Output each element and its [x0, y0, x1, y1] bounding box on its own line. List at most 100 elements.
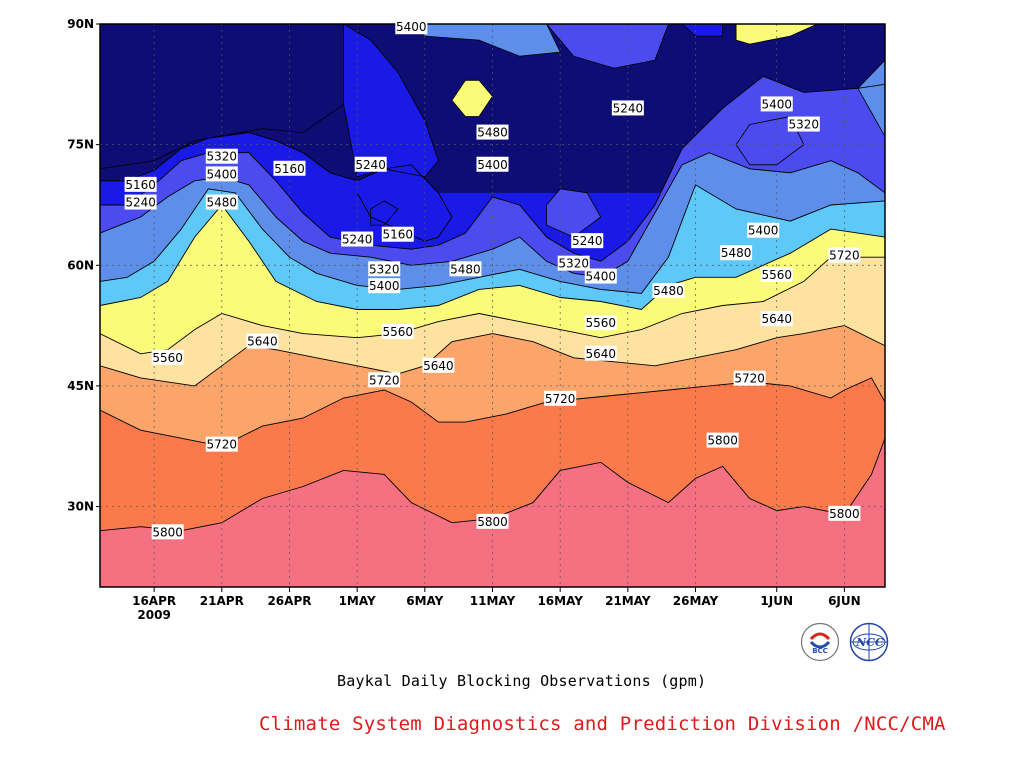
x-year-label: 2009: [137, 608, 170, 622]
contour-label-text: 5320: [207, 150, 238, 164]
x-tick-label: 21APR: [200, 594, 244, 608]
contour-label-bg: [368, 261, 401, 277]
contour-label: 5720: [368, 372, 401, 388]
contour-label-bg: [395, 19, 428, 35]
contour-label-text: 5320: [789, 118, 820, 132]
contour-label-bg: [476, 513, 509, 529]
contour-label: 5480: [449, 261, 482, 277]
x-tick-label: 16APR: [132, 594, 176, 608]
contour-label: 5800: [476, 513, 509, 529]
x-tick-label: 6MAY: [406, 594, 443, 608]
contour-label-bg: [381, 226, 414, 242]
contour-label-text: 5240: [355, 158, 386, 172]
contour-label: 5320: [205, 148, 238, 164]
x-axis: 16APR 21APR 26APR 1MAY 6MAY 11MAY 16MAY 21MAY 26…: [132, 587, 861, 622]
contour-label: 5480: [205, 194, 238, 210]
x-tick-label: 11MAY: [470, 594, 516, 608]
contour-label-text: 5240: [342, 233, 373, 247]
contour-label: 5320: [557, 255, 590, 271]
band-above-5800: [100, 438, 885, 587]
contour-label-text: 5480: [653, 284, 684, 298]
contour-label-bg: [476, 124, 509, 140]
contour-label-text: 5480: [477, 126, 508, 140]
contour-label-text: 5240: [572, 234, 603, 248]
credit-line: Climate System Diagnostics and Predictio…: [259, 713, 946, 735]
contour-label: 5400: [205, 166, 238, 182]
ncc-logo: NCC: [846, 622, 889, 662]
contour-label-bg: [368, 278, 401, 294]
contour-label: 5640: [246, 333, 279, 349]
contour-label: 5720: [544, 390, 577, 406]
contour-label: 5720: [828, 247, 861, 263]
contour-label: 5640: [760, 311, 793, 327]
region-patch: [681, 24, 723, 37]
contour-label: 5240: [571, 233, 604, 249]
contour-label-bg: [205, 166, 238, 182]
contour-line-5560: [100, 256, 885, 355]
contour-label: 5400: [476, 156, 509, 172]
contour-label-bg: [124, 194, 157, 210]
contour-label-text: 5400: [396, 20, 427, 34]
contour-lines: [100, 75, 885, 532]
contour-label-text: 5400: [477, 158, 508, 172]
contour-label: 5480: [476, 124, 509, 140]
contour-label-bg: [787, 116, 820, 132]
contour-line-5480: [100, 204, 885, 310]
contour-label: 5240: [611, 100, 644, 116]
contour-label-bg: [124, 176, 157, 192]
contour-label: 5560: [151, 349, 184, 365]
contour-label-text: 5800: [829, 507, 860, 521]
contour-label: 5400: [395, 19, 428, 35]
x-tick-label: 16MAY: [537, 594, 583, 608]
chart-title: Baykal Daily Blocking Observations (gpm): [337, 672, 707, 690]
contour-label-bg: [205, 436, 238, 452]
contour-label-bg: [422, 357, 455, 373]
contour-label-bg: [205, 194, 238, 210]
contour-label: 5160: [381, 226, 414, 242]
contour-label-bg: [733, 370, 766, 386]
contour-label-bg: [557, 255, 590, 271]
contour-label-text: 5480: [207, 196, 238, 210]
contour-label: 5800: [828, 505, 861, 521]
contour-label: 5400: [368, 278, 401, 294]
region-patch: [857, 59, 885, 138]
region-patch: [343, 24, 439, 178]
contour-label-bg: [584, 345, 617, 361]
contour-label-bg: [584, 315, 617, 331]
y-tick-label: 90N: [67, 17, 94, 31]
contour-label: 5480: [652, 283, 685, 299]
contour-label: 5400: [747, 222, 780, 238]
contour-label-bg: [828, 247, 861, 263]
contour-label-bg: [828, 505, 861, 521]
y-tick-label: 45N: [67, 379, 94, 393]
region-patch: [546, 188, 602, 238]
contour-label-bg: [381, 324, 414, 340]
contour-label: 5560: [381, 324, 414, 340]
contour-label-text: 5240: [613, 101, 644, 115]
contour-label: 5480: [720, 245, 753, 261]
contour-label-text: 5800: [152, 525, 183, 539]
contour-label-text: 5720: [829, 249, 860, 263]
contour-label-bg: [584, 268, 617, 284]
contour-label-text: 5640: [761, 312, 792, 326]
contour-label-text: 5160: [274, 162, 305, 176]
contour-label-bg: [449, 261, 482, 277]
bcc-logo: BCC: [800, 622, 840, 662]
contour-label-bg: [760, 311, 793, 327]
contour-label-bg: [544, 390, 577, 406]
contour-line-5800: [100, 438, 885, 532]
x-tick-label: 1JUN: [760, 594, 793, 608]
y-axis: 30N 45N 60N 75N 90N: [67, 17, 100, 514]
contour-label-bg: [273, 160, 306, 176]
contour-label-bg: [760, 96, 793, 112]
region-patch: [546, 24, 669, 69]
contour-label-text: 5640: [247, 335, 278, 349]
x-tick-label: 6JUN: [828, 594, 861, 608]
contour-label-text: 5400: [586, 270, 617, 284]
contour-label-bg: [760, 266, 793, 282]
contour-label: 5320: [787, 116, 820, 132]
contour-label: 5240: [354, 156, 387, 172]
contour-label-bg: [571, 233, 604, 249]
